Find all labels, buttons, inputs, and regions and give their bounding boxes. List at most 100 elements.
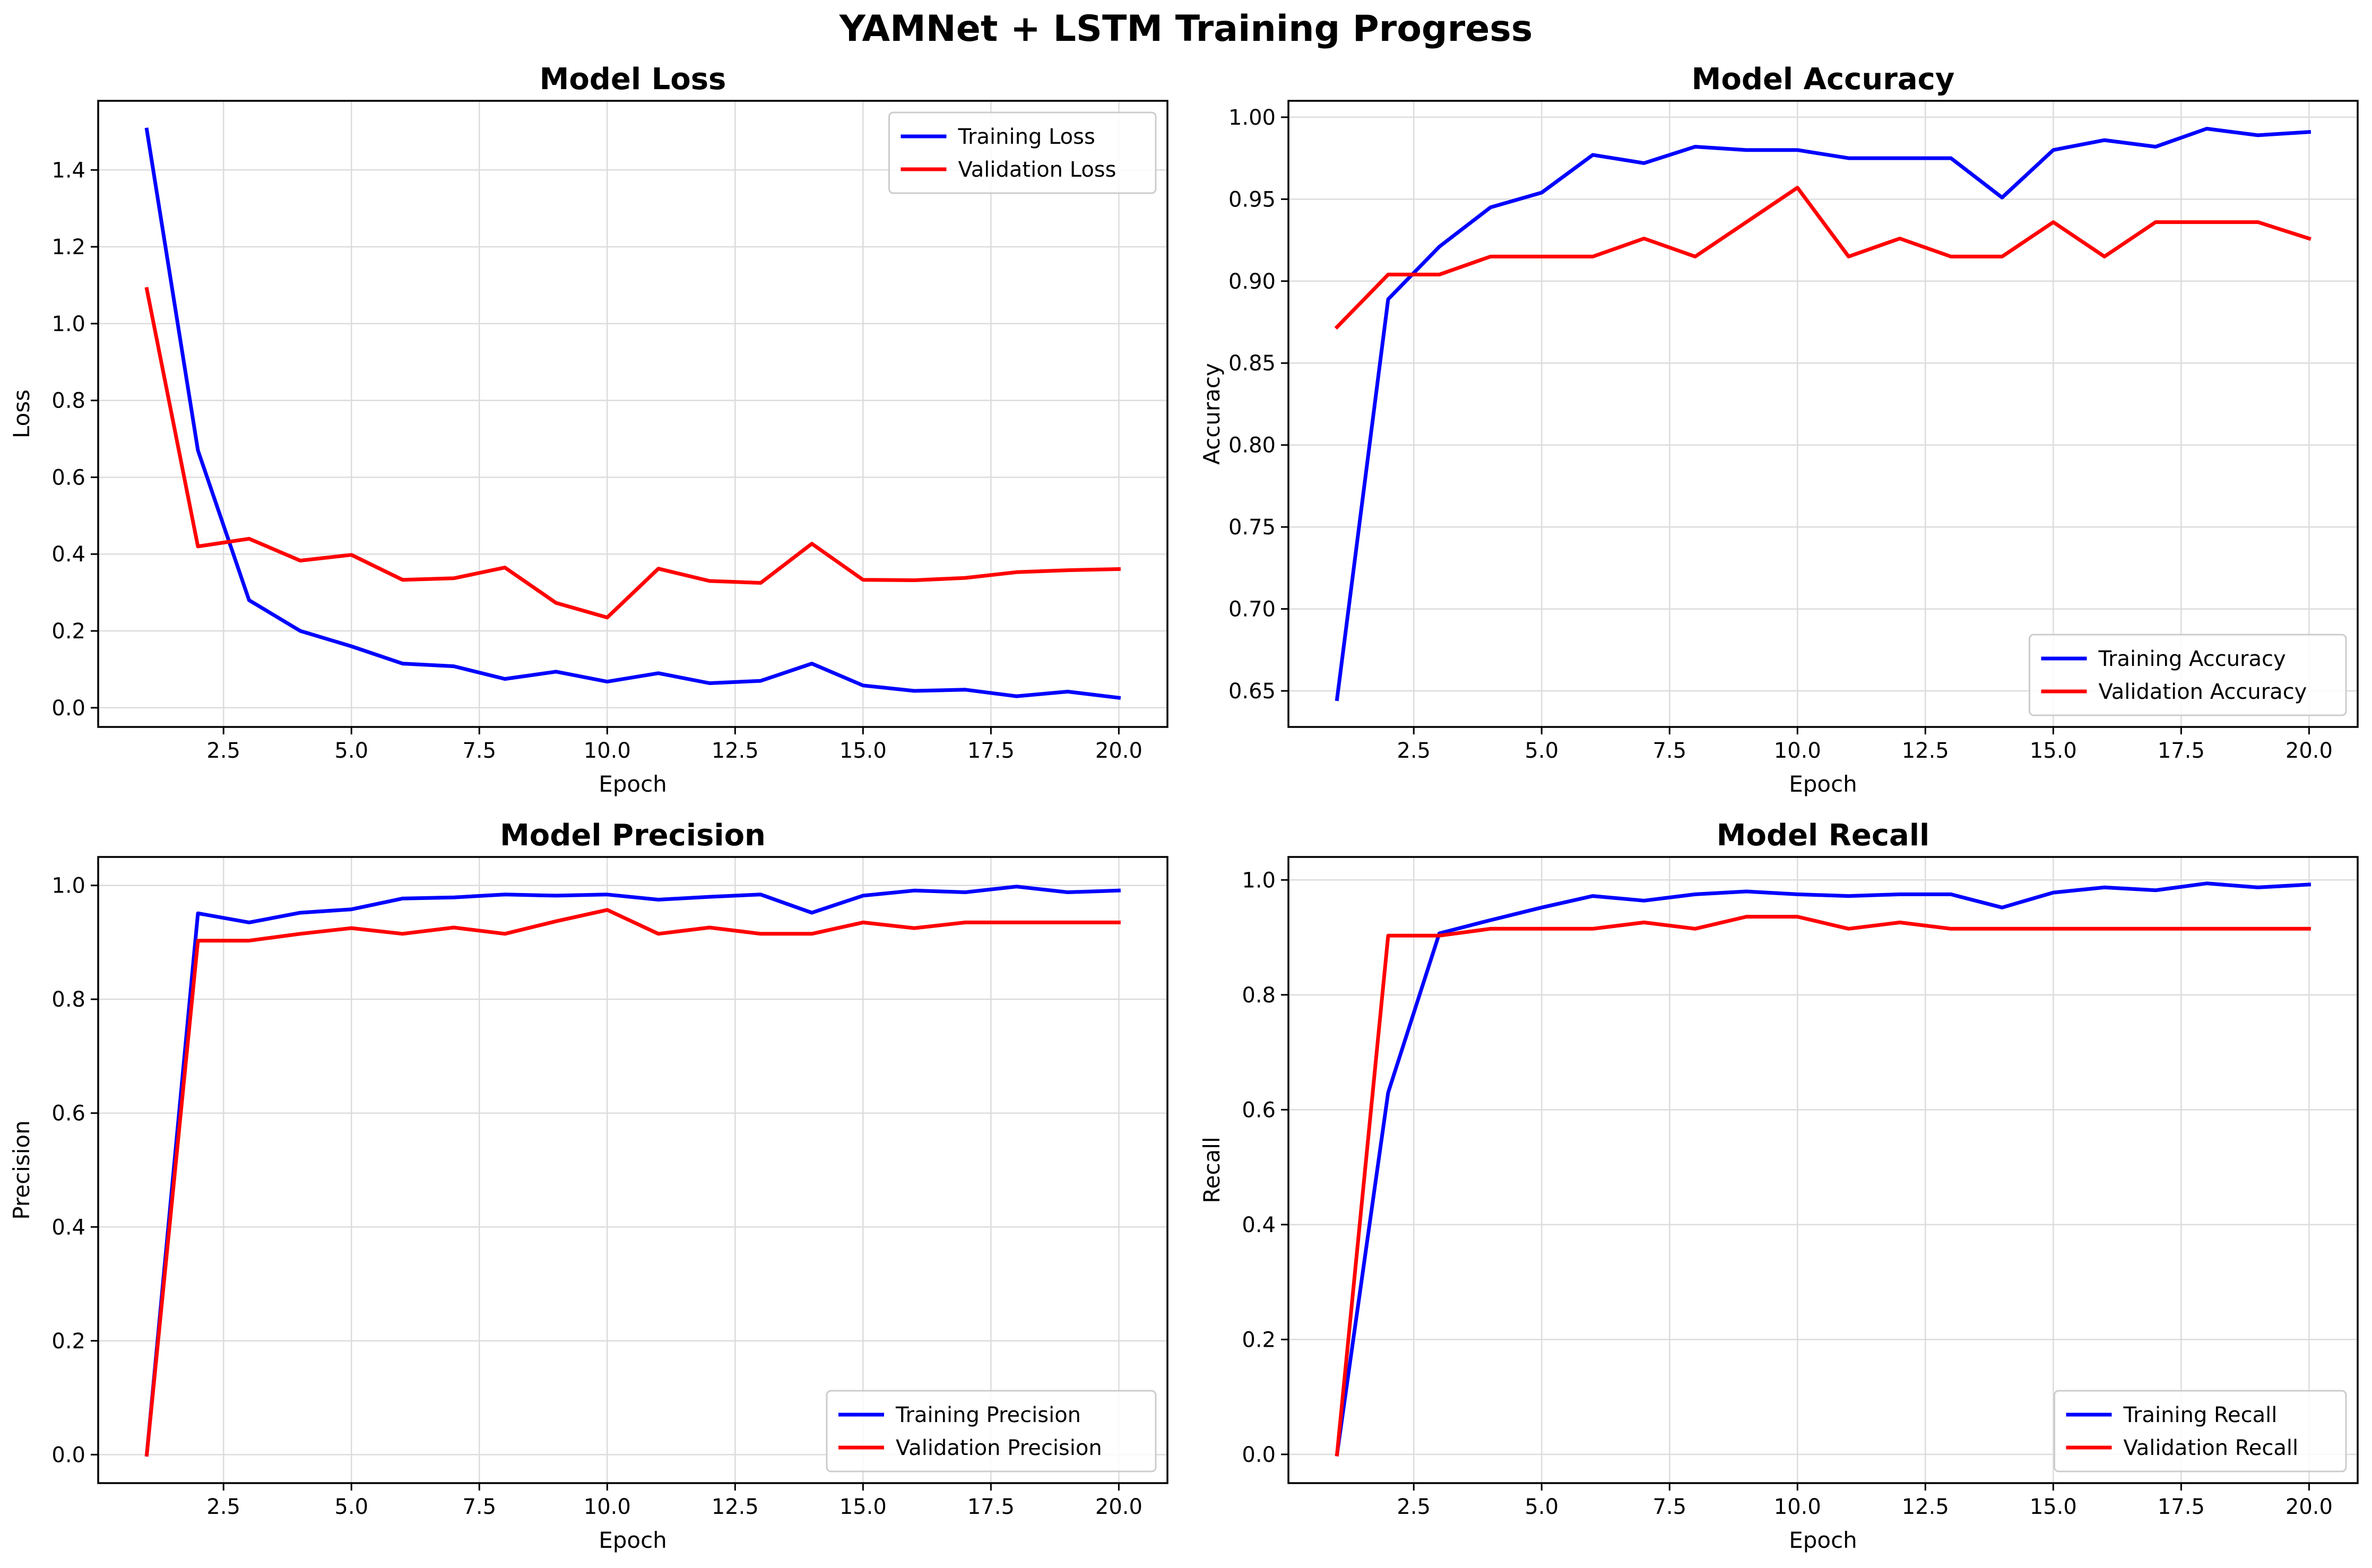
x-tick-label: 5.0 <box>334 1495 368 1519</box>
x-tick-label: 7.5 <box>1652 739 1686 763</box>
y-tick-label: 0.80 <box>1228 434 1276 458</box>
series-line-training <box>144 127 1121 700</box>
y-tick-label: 0.0 <box>51 1443 85 1467</box>
y-axis-label: Loss <box>8 389 34 438</box>
legend-label: Validation Recall <box>2124 1436 2299 1460</box>
x-tick-label: 7.5 <box>462 739 496 763</box>
x-tick-label: 10.0 <box>1774 1495 1821 1519</box>
x-tick-label: 17.5 <box>967 739 1015 763</box>
y-tick-label: 0.70 <box>1228 597 1276 622</box>
y-axis-label: Recall <box>1199 1137 1225 1203</box>
series-line-validation <box>144 287 1121 620</box>
y-tick-label: 1.0 <box>1242 868 1276 893</box>
chart-title: Model Loss <box>540 62 726 97</box>
y-tick-label: 0.2 <box>51 1329 85 1354</box>
y-tick-label: 1.0 <box>51 874 85 898</box>
x-tick-label: 15.0 <box>839 739 887 763</box>
x-axis-label: Epoch <box>1789 1527 1857 1553</box>
y-tick-label: 0.4 <box>1242 1213 1276 1237</box>
x-axis-label: Epoch <box>1789 771 1857 797</box>
x-tick-label: 20.0 <box>1095 739 1142 763</box>
x-tick-label: 5.0 <box>1525 739 1559 763</box>
y-axis-label: Accuracy <box>1199 363 1225 465</box>
legend-label: Validation Loss <box>958 158 1116 182</box>
y-tick-label: 0.8 <box>51 987 85 1012</box>
y-tick-label: 0.8 <box>51 389 85 413</box>
y-axis-label: Precision <box>8 1120 34 1219</box>
y-tick-label: 1.0 <box>51 312 85 336</box>
y-tick-label: 0.0 <box>1242 1443 1276 1467</box>
legend: Training Recall Validation Recall <box>2054 1390 2347 1472</box>
chart-title: Model Recall <box>1717 818 1929 853</box>
x-tick-label: 12.5 <box>712 1495 759 1519</box>
x-tick-label: 5.0 <box>334 739 368 763</box>
series-line-training <box>1335 127 2312 701</box>
legend: Training Loss Validation Loss <box>888 111 1157 194</box>
x-tick-label: 15.0 <box>2030 1495 2077 1519</box>
x-tick-label: 12.5 <box>712 739 759 763</box>
legend-box <box>888 111 1157 194</box>
x-tick-label: 15.0 <box>2030 739 2077 763</box>
figure-title: YAMNet + LSTM Training Progress <box>839 8 1533 50</box>
y-tick-label: 0.4 <box>51 1215 85 1240</box>
y-tick-label: 1.2 <box>51 235 85 259</box>
x-tick-label: 20.0 <box>1095 1495 1142 1519</box>
legend-label: Training Accuracy <box>2098 647 2286 671</box>
legend: Training Accuracy Validation Accuracy <box>2029 634 2347 716</box>
x-tick-label: 15.0 <box>839 1495 887 1519</box>
x-tick-label: 20.0 <box>2286 739 2333 763</box>
x-tick-label: 12.5 <box>1902 1495 1949 1519</box>
y-tick-label: 1.4 <box>51 158 85 183</box>
y-tick-label: 0.75 <box>1228 515 1276 540</box>
axes-frame <box>97 100 1168 728</box>
legend-box <box>2029 634 2347 716</box>
chart-title: Model Precision <box>500 818 766 853</box>
legend-label: Training Loss <box>958 125 1095 149</box>
series-line-validation <box>144 908 1121 1457</box>
x-tick-label: 17.5 <box>2158 1495 2205 1519</box>
y-tick-label: 0.65 <box>1228 679 1276 704</box>
x-tick-label: 10.0 <box>1774 739 1821 763</box>
x-axis-label: Epoch <box>599 771 667 797</box>
x-tick-label: 10.0 <box>584 739 631 763</box>
series-line-validation <box>1334 186 2312 330</box>
legend-box <box>826 1390 1157 1472</box>
y-tick-label: 0.6 <box>51 465 85 490</box>
y-tick-label: 1.00 <box>1228 106 1276 130</box>
y-tick-label: 0.8 <box>1242 983 1276 1008</box>
x-axis-label: Epoch <box>599 1527 667 1553</box>
x-tick-label: 2.5 <box>1397 739 1431 763</box>
y-tick-label: 0.6 <box>51 1102 85 1126</box>
y-tick-label: 0.6 <box>1242 1098 1276 1122</box>
y-tick-label: 0.85 <box>1228 351 1276 376</box>
x-tick-label: 12.5 <box>1902 739 1949 763</box>
x-tick-label: 10.0 <box>584 1495 631 1519</box>
y-tick-label: 0.2 <box>51 619 85 644</box>
legend-box <box>2054 1390 2347 1472</box>
y-tick-label: 0.0 <box>51 696 85 721</box>
x-tick-label: 2.5 <box>1397 1495 1431 1519</box>
legend-label: Validation Precision <box>896 1436 1102 1460</box>
axes-frame <box>1287 856 2359 1484</box>
chart-panel-4: 2.5 5.0 7.5 10.0 12.5 15.0 17.5 20.0 0.0 0.2 0.4 0.… <box>1199 818 2359 1553</box>
chart-title: Model Accuracy <box>1692 62 1955 97</box>
x-tick-label: 20.0 <box>2286 1495 2333 1519</box>
legend: Training Precision Validation Precision <box>826 1390 1157 1472</box>
axes-frame <box>97 856 1168 1484</box>
chart-panel-2: 2.5 5.0 7.5 10.0 12.5 15.0 17.5 20.0 0.65 0.70 0.7… <box>1199 62 2359 797</box>
x-tick-label: 7.5 <box>1652 1495 1686 1519</box>
legend-label: Training Precision <box>895 1403 1081 1427</box>
series-line-training <box>144 885 1121 1457</box>
x-tick-label: 2.5 <box>206 1495 240 1519</box>
axes-frame <box>1287 100 2359 728</box>
x-tick-label: 17.5 <box>967 1495 1015 1519</box>
y-tick-label: 0.95 <box>1228 187 1276 212</box>
series-line-training <box>1335 881 2312 1457</box>
x-tick-label: 5.0 <box>1525 1495 1559 1519</box>
chart-panel-1: 2.5 5.0 7.5 10.0 12.5 15.0 17.5 20.0 0.0 0.2 0.4 0.… <box>8 62 1168 797</box>
x-tick-label: 17.5 <box>2158 739 2205 763</box>
x-tick-label: 7.5 <box>462 1495 496 1519</box>
series-line-validation <box>1335 915 2311 1457</box>
legend-label: Validation Accuracy <box>2099 680 2307 704</box>
